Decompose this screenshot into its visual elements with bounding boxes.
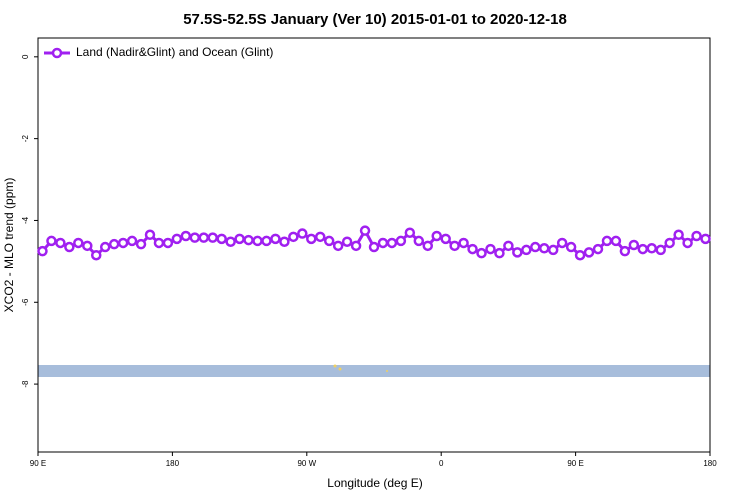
y-axis-title: XCO2 - MLO trend (ppm): [2, 178, 16, 313]
data-point: [538, 243, 550, 254]
data-point: [574, 249, 586, 261]
data-point: [637, 243, 649, 255]
x-tick-label: 90 W: [297, 459, 316, 468]
x-tick-label: 90 E: [30, 459, 46, 468]
data-point: [691, 230, 702, 242]
data-point: [395, 235, 407, 247]
x-tick-label: 90 E: [567, 459, 583, 468]
data-point: [386, 237, 398, 249]
y-tick-label: -8: [21, 380, 30, 388]
data-point: [297, 228, 308, 239]
data-point: [494, 247, 505, 259]
data-point: [440, 233, 451, 245]
data-point: [171, 233, 183, 245]
data-point: [368, 241, 380, 253]
y-tick-label: -6: [21, 298, 30, 306]
data-point: [512, 247, 523, 258]
data-point: [413, 235, 425, 247]
data-point: [359, 225, 371, 236]
data-point: [198, 232, 210, 243]
data-point: [314, 231, 326, 243]
data-point: [422, 240, 434, 252]
data-point: [261, 235, 272, 247]
y-tick-label: 0: [21, 54, 30, 59]
data-point: [117, 237, 129, 249]
data-point: [180, 230, 192, 242]
data-point: [592, 243, 604, 255]
data-point: [99, 241, 111, 253]
x-tick-label: 180: [703, 459, 717, 468]
data-point: [458, 237, 469, 249]
data-point: [323, 235, 335, 247]
data-point: [628, 239, 640, 251]
data-point: [655, 244, 666, 256]
data-point: [55, 237, 66, 249]
data-point: [252, 235, 263, 247]
data-point: [556, 237, 568, 249]
data-point: [610, 235, 622, 247]
data-point: [503, 240, 514, 252]
data-point: [700, 233, 711, 245]
data-point: [404, 227, 416, 238]
data-point: [583, 247, 595, 258]
legend-marker: [51, 47, 63, 59]
data-point: [601, 235, 613, 247]
data-point: [90, 249, 102, 261]
data-point: [64, 241, 75, 253]
data-point: [646, 243, 658, 254]
data-point: [288, 231, 299, 243]
data-point: [673, 229, 684, 241]
data-point: [682, 237, 693, 249]
data-point: [565, 241, 577, 253]
data-point: [431, 230, 442, 242]
data-point: [82, 240, 93, 252]
data-point: [530, 241, 541, 253]
data-point: [467, 243, 478, 255]
data-point: [377, 237, 389, 249]
data-point: [135, 238, 147, 250]
data-point: [485, 243, 496, 255]
land-dot: [386, 370, 388, 372]
data-point: [126, 235, 138, 247]
legend-label: Land (Nadir&Glint) and Ocean (Glint): [76, 45, 273, 59]
data-point: [189, 232, 201, 243]
x-tick-label: 180: [166, 459, 180, 468]
data-point: [216, 233, 227, 245]
data-point: [73, 237, 84, 249]
data-point: [37, 245, 48, 257]
data-point: [619, 245, 631, 257]
data-point: [207, 232, 218, 243]
data-point: [341, 236, 353, 247]
data-point: [234, 233, 245, 245]
map-strip: [38, 365, 710, 377]
data-point: [476, 247, 487, 259]
data-point: [144, 229, 156, 241]
data-point: [547, 244, 559, 256]
data-point: [664, 237, 675, 249]
data-point: [350, 240, 362, 252]
data-point: [521, 244, 532, 256]
data-point: [225, 236, 236, 247]
data-point: [162, 237, 174, 249]
data-point: [243, 234, 254, 246]
data-point: [306, 233, 317, 245]
y-tick-label: -2: [21, 135, 30, 143]
y-tick-label: -4: [21, 216, 30, 224]
chart-title: 57.5S-52.5S January (Ver 10) 2015-01-01 …: [183, 11, 567, 28]
data-point: [108, 238, 120, 250]
data-point: [270, 233, 281, 245]
data-point: [153, 237, 165, 249]
land-dot: [333, 364, 337, 368]
x-axis-title: Longitude (deg E): [327, 476, 422, 490]
data-point: [332, 240, 344, 252]
data-point: [46, 235, 57, 247]
data-point: [449, 240, 460, 252]
plot-frame: [37, 37, 711, 453]
data-point: [279, 236, 290, 247]
x-tick-label: 0: [439, 459, 444, 468]
land-dot: [338, 367, 342, 371]
